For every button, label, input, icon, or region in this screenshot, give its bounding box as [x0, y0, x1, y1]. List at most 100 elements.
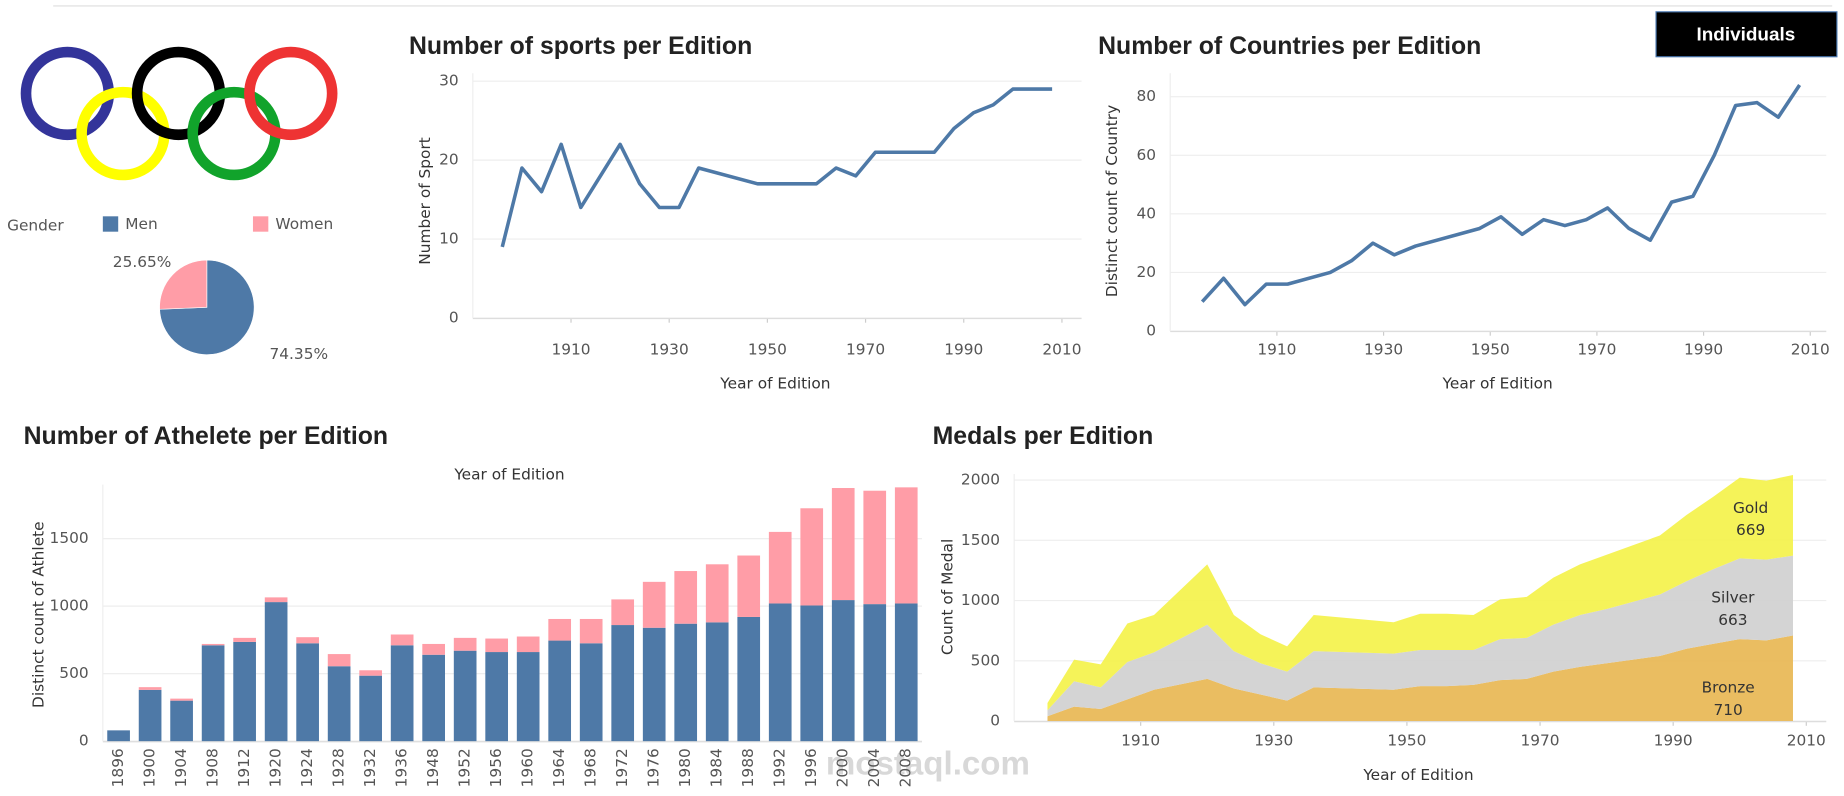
y-tick-label: 20: [439, 151, 459, 169]
y-tick-label: 2000: [961, 471, 1000, 489]
y-tick-label: 80: [1136, 87, 1156, 105]
area-value-label: 663: [1718, 611, 1747, 629]
legend-label: Women: [275, 215, 333, 233]
bar-segment: [138, 687, 162, 690]
x-tick-label: 1960: [519, 748, 537, 787]
bar-segment: [107, 730, 130, 742]
bar-segment: [516, 652, 540, 742]
bar-segment: [737, 616, 761, 742]
bar-segment: [485, 652, 509, 742]
button-label[interactable]: Individuals: [1697, 24, 1796, 45]
y-tick-label: 0: [990, 712, 1000, 730]
bar-segment: [390, 645, 414, 742]
x-tick-label: 1990: [1654, 732, 1693, 750]
legend-swatch: [252, 216, 269, 232]
x-tick-label: 1930: [650, 340, 689, 358]
y-tick-label: 1500: [961, 531, 1000, 549]
bar-segment: [201, 645, 225, 742]
y-axis-title: Distinct count of Country: [1103, 105, 1121, 297]
x-tick-label: 1928: [330, 748, 348, 787]
bar-segment: [894, 603, 918, 742]
button-bg[interactable]: [1655, 11, 1838, 58]
bar-segment: [233, 637, 256, 642]
bar-segment: [768, 603, 792, 742]
bar-segment: [233, 641, 256, 742]
bar-segment: [768, 531, 792, 604]
x-tick-label: 1980: [676, 748, 694, 787]
x-axis-title: Year of Edition: [1442, 375, 1553, 393]
bar-segment: [359, 670, 382, 676]
y-tick-label: 500: [971, 651, 1000, 669]
x-tick-label: 1930: [1364, 340, 1403, 358]
bar-segment: [485, 638, 509, 653]
x-axis-title: Year of Edition: [719, 375, 830, 393]
x-tick-label: 1936: [393, 748, 411, 787]
bar-segment: [642, 581, 666, 628]
pie-label: 25.65%: [113, 253, 172, 271]
x-tick-label: 1968: [582, 748, 600, 787]
watermark: mostaql.com: [826, 746, 1030, 783]
y-axis-title: Count of Medal: [939, 539, 957, 655]
x-tick-label: 1912: [235, 748, 253, 787]
bar-segment: [894, 487, 918, 604]
bar-segment: [516, 636, 540, 653]
y-tick-label: 20: [1136, 263, 1156, 281]
x-tick-label: 1956: [487, 748, 505, 787]
y-tick-label: 1000: [961, 591, 1000, 609]
pie-label: 74.35%: [270, 345, 329, 363]
bar-segment: [863, 490, 887, 605]
bar-segment: [548, 618, 572, 641]
x-tick-label: 2010: [1042, 340, 1081, 358]
x-tick-label: 1920: [267, 748, 285, 787]
area: [1047, 474, 1793, 711]
x-axis-title: Year of Edition: [1362, 766, 1473, 784]
x-tick-label: 1990: [944, 340, 983, 358]
x-tick-label: 1990: [1684, 340, 1723, 358]
bar-segment: [831, 488, 855, 601]
y-tick-label: 10: [439, 230, 459, 248]
x-tick-label: 1972: [613, 748, 631, 787]
bar-segment: [579, 618, 603, 644]
area-label: Gold: [1733, 499, 1768, 517]
chart-title: Number of Athelete per Edition: [24, 423, 388, 450]
x-tick-label: 1904: [172, 748, 190, 787]
x-tick-label: 1970: [1521, 732, 1560, 750]
bar-segment: [674, 571, 698, 624]
x-tick-label: 2004: [865, 748, 883, 787]
bar-segment: [737, 555, 761, 617]
legend-title: Gender: [7, 216, 64, 234]
y-tick-label: 1000: [50, 597, 89, 615]
x-tick-label: 1970: [846, 340, 885, 358]
y-axis-title: Number of Sport: [416, 137, 434, 265]
bar-segment: [800, 605, 824, 742]
x-tick-label: 1948: [424, 748, 442, 787]
area-value-label: 710: [1713, 701, 1742, 719]
x-tick-label: 1910: [551, 340, 590, 358]
x-tick-label: 1976: [645, 748, 663, 787]
x-tick-label: 1950: [1387, 732, 1426, 750]
bar-segment: [611, 599, 635, 626]
pie-slice: [159, 259, 208, 310]
y-tick-label: 0: [79, 732, 89, 750]
bar-segment: [170, 698, 193, 701]
y-tick-label: 500: [59, 664, 88, 682]
individuals-button[interactable]: Individuals: [1655, 11, 1838, 58]
olympic-rings: [20, 46, 338, 181]
bar-segment: [453, 650, 477, 742]
bar-segment: [138, 689, 162, 742]
bar-segment: [327, 654, 351, 667]
x-tick-label: 1952: [456, 748, 474, 787]
x-tick-label: 1900: [141, 748, 159, 787]
x-tick-label: 1930: [1254, 732, 1293, 750]
bar-segment: [611, 625, 635, 742]
chart-title: Medals per Edition: [933, 423, 1154, 450]
bar-segment: [201, 643, 225, 646]
x-tick-label: 1910: [1257, 340, 1296, 358]
area-label: Bronze: [1702, 678, 1755, 696]
y-tick-label: 60: [1136, 146, 1156, 164]
x-tick-label: 1984: [708, 748, 726, 787]
bar-segment: [548, 640, 572, 742]
x-tick-label: 2000: [834, 748, 852, 787]
